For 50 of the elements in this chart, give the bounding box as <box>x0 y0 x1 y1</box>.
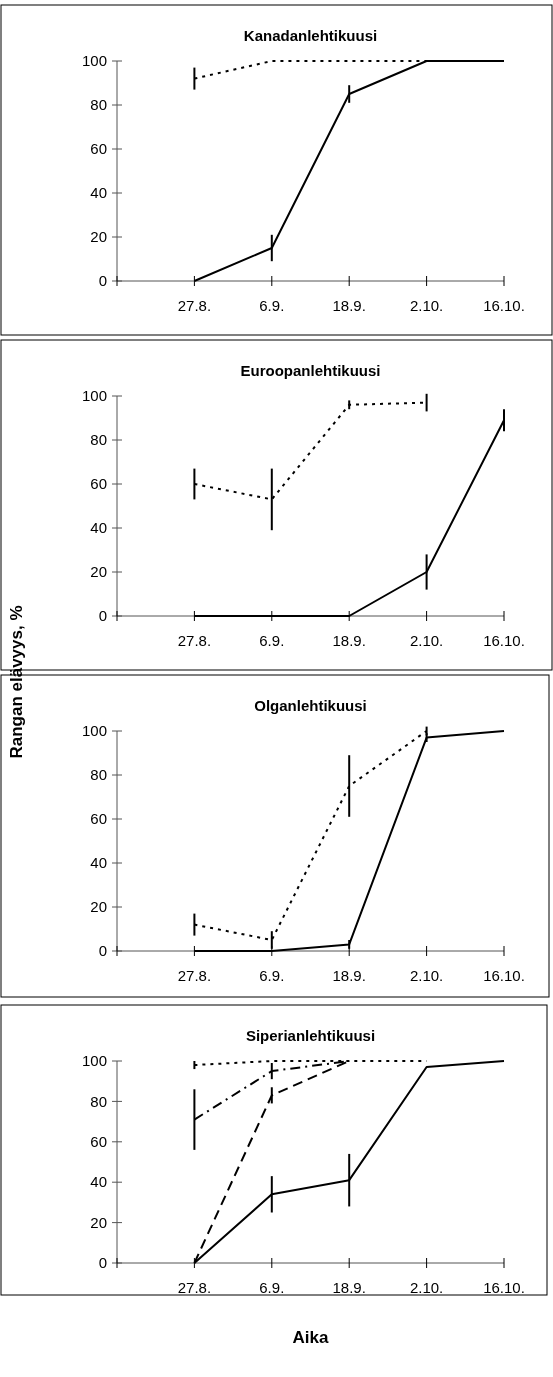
y-axis-title: Rangan elävyys, % <box>7 605 26 759</box>
y-tick-label: 0 <box>98 272 107 290</box>
x-tick-label: 6.9. <box>259 1279 285 1296</box>
chart-title: Siperianlehtikuusi <box>245 1027 376 1044</box>
y-tick-label: 100 <box>81 387 107 405</box>
x-tick-label: 18.9. <box>332 632 366 649</box>
y-tick-label: 20 <box>90 563 107 581</box>
x-tick-label: 18.9. <box>332 967 366 984</box>
y-tick-label: 80 <box>90 431 107 449</box>
chart-title: Euroopanlehtikuusi <box>240 362 381 379</box>
y-tick-label: 20 <box>90 228 107 246</box>
y-tick-label: 80 <box>90 766 107 784</box>
y-tick-label: 100 <box>81 52 107 70</box>
y-tick-label: 40 <box>90 854 107 872</box>
y-tick-label: 100 <box>81 722 107 740</box>
y-tick-label: 40 <box>90 184 107 202</box>
x-tick-label: 16.10. <box>483 1279 525 1296</box>
y-tick-label: 80 <box>90 1092 107 1110</box>
x-tick-label: 16.10. <box>483 297 525 314</box>
x-tick-label: 27.8. <box>177 1279 212 1296</box>
x-tick-label: 6.9. <box>259 297 285 314</box>
y-tick-label: 40 <box>90 1173 107 1191</box>
x-tick-label: 27.8. <box>177 967 212 984</box>
x-tick-label: 27.8. <box>177 632 212 649</box>
y-tick-label: 60 <box>90 140 107 158</box>
y-tick-label: 20 <box>90 1213 107 1231</box>
chart-title: Kanadanlehtikuusi <box>243 27 378 44</box>
x-tick-label: 6.9. <box>259 632 285 649</box>
x-tick-label: 2.10. <box>409 297 444 314</box>
x-tick-label: 2.10. <box>409 1279 444 1296</box>
y-tick-label: 0 <box>98 607 107 625</box>
x-axis-title: Aika <box>292 1328 329 1347</box>
x-tick-label: 18.9. <box>332 1279 366 1296</box>
x-tick-label: 18.9. <box>332 297 366 314</box>
y-tick-label: 40 <box>90 519 107 537</box>
x-tick-label: 2.10. <box>409 632 444 649</box>
y-tick-label: 0 <box>98 1254 107 1272</box>
y-tick-label: 100 <box>81 1052 107 1070</box>
y-tick-label: 80 <box>90 96 107 114</box>
x-tick-label: 2.10. <box>409 967 444 984</box>
x-tick-label: 16.10. <box>483 632 525 649</box>
y-tick-label: 0 <box>98 942 107 960</box>
chart-title: Olganlehtikuusi <box>254 697 367 714</box>
y-tick-label: 60 <box>90 1133 107 1151</box>
x-tick-label: 16.10. <box>483 967 525 984</box>
x-tick-label: 27.8. <box>177 297 212 314</box>
x-tick-label: 6.9. <box>259 967 285 984</box>
y-tick-label: 20 <box>90 898 107 916</box>
y-tick-label: 60 <box>90 475 107 493</box>
y-tick-label: 60 <box>90 810 107 828</box>
